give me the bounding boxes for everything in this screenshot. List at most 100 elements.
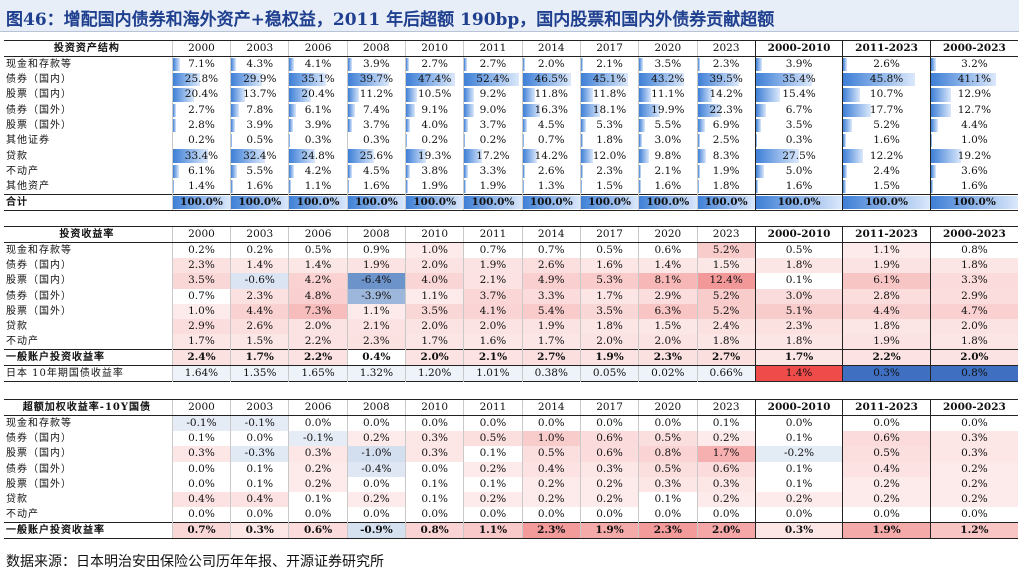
data-bar — [173, 180, 175, 194]
table-cell: 4.2% — [288, 273, 348, 289]
table-cell: 0.6% — [579, 446, 639, 462]
table-cell: 0.0% — [754, 507, 843, 523]
table-cell: 9.8% — [638, 148, 697, 164]
cell-value: 6.1% — [188, 164, 215, 177]
column-header: 2003 — [230, 40, 289, 57]
cell-value: 1.6% — [246, 180, 274, 193]
data-bar — [231, 58, 236, 71]
table-cell: 2.4% — [171, 349, 231, 367]
table-cell: 0.3% — [638, 476, 697, 493]
data-bar — [698, 73, 739, 87]
data-bar — [756, 180, 759, 194]
cell-value: 3.7% — [479, 119, 507, 132]
cell-value: 33.4% — [184, 149, 219, 162]
data-bar — [931, 118, 938, 133]
table-cell: 0.3% — [929, 431, 1018, 447]
cell-value: 100.0% — [952, 196, 996, 209]
table-row: 股票（国内） 20.4% 13.7% 20.4% 11.2% 10.5% 9.2% 11.8%… — [4, 87, 1018, 103]
cell-value: 10.5% — [417, 88, 452, 101]
data-bar — [843, 58, 848, 71]
table-cell: 2.7% — [171, 102, 231, 118]
cell-value: 4.5% — [363, 164, 390, 177]
data-bar — [639, 196, 697, 210]
table-cell: 0.5% — [230, 133, 289, 149]
data-bar — [289, 180, 291, 194]
table-cell: 6.7% — [754, 102, 843, 118]
table-cell: 0.2% — [463, 492, 523, 508]
data-bar — [843, 103, 872, 117]
data-bar — [931, 180, 934, 194]
table-cell: 4.4% — [929, 117, 1018, 134]
data-bar — [173, 149, 208, 163]
cell-value: 19.2% — [957, 149, 992, 162]
cell-value: 5.0% — [785, 164, 813, 177]
table-cell: 20.4% — [288, 87, 348, 103]
table-cell: 2.7% — [463, 56, 523, 72]
row-label: 股票（国外） — [6, 306, 72, 318]
cell-value: 2.5% — [712, 134, 740, 147]
cell-value: 9.0% — [479, 103, 507, 116]
table-cell: 16.3% — [521, 102, 581, 118]
cell-value: 20.4% — [184, 88, 219, 101]
table-cell: 12.4% — [696, 273, 756, 289]
table-row: 债券（国内） 0.1% 0.0% -0.1% 0.2% 0.3% 0.5% 1.0% 0.6% 0… — [4, 431, 1018, 447]
table-row: 股票（国内） 0.3% -0.3% 0.3% -1.0% 0.3% 0.1% 0.5% 0.6%… — [4, 446, 1018, 462]
table-cell: 0.0% — [346, 507, 406, 523]
table-cell: 0.5% — [638, 461, 697, 477]
cell-value: 100.0% — [180, 196, 223, 209]
table-cell: 0.2% — [929, 492, 1018, 508]
data-bar — [289, 118, 294, 133]
data-bar — [523, 180, 524, 194]
cell-value: 1.9% — [712, 164, 740, 177]
table-cell: 1.5% — [230, 334, 289, 350]
table-cell: 2.9% — [929, 288, 1018, 304]
table-row: 一般账户投资收益率 2.4% 1.7% 2.2% 0.4% 2.0% 2.1% 2.7% 1.9… — [4, 349, 1018, 367]
table-cell: 4.4% — [230, 303, 289, 320]
cell-value: 41.1% — [957, 73, 992, 86]
table-row: 日本 10年期国债收益率 1.64% 1.35% 1.65% 1.32% 1.20% 1.0… — [4, 365, 1018, 382]
data-bar — [523, 88, 535, 102]
column-header: 2000 — [171, 40, 231, 57]
data-bar — [464, 103, 474, 117]
table-cell: 17.2% — [463, 148, 523, 164]
table-header-label: 超额加权收益率-10Y国债 — [4, 399, 173, 416]
table-cell: 0.3% — [288, 446, 348, 462]
column-header: 2011-2023 — [842, 40, 931, 57]
data-bar — [698, 134, 701, 148]
cell-value: 2.0% — [537, 58, 565, 70]
data-bar — [581, 103, 600, 117]
row-label: 日本 10年期国债收益率 — [6, 368, 124, 380]
column-header: 2000-2010 — [754, 399, 843, 416]
cell-value: 2.4% — [873, 164, 900, 177]
table-cell: 2.0% — [288, 319, 348, 335]
table-row: 债券（国外） 0.7% 2.3% 4.8% -3.9% 1.1% 3.7% 3.3% 1.7% 2… — [4, 288, 1018, 304]
table-cell: 0.3% — [754, 522, 843, 540]
table-cell: 1.8% — [579, 319, 639, 335]
cell-value: 0.7% — [537, 134, 565, 147]
table-cell: 0.0% — [230, 431, 289, 447]
figure-title: 图46：增配国内债券和海外资产+稳权益，2011 年后超额 190bp，国内股票… — [6, 10, 775, 30]
table-cell: 1.8% — [929, 334, 1018, 350]
cell-value: 0.5% — [246, 134, 274, 147]
table-cell: 2.7% — [696, 349, 756, 367]
table-cell: 0.0% — [463, 507, 523, 523]
table-cell: 2.0% — [929, 319, 1018, 335]
table-cell: 0.0% — [638, 507, 697, 523]
table-cell: 0.0% — [929, 507, 1018, 523]
table-cell: 3.3% — [929, 273, 1018, 289]
table-cell: 0.6% — [288, 522, 348, 540]
data-bar — [698, 196, 755, 210]
table-row: 现金和存款等 7.1% 4.3% 4.1% 3.9% 2.7% 2.7% 2.0% 2.1% 3.… — [4, 56, 1018, 72]
table-cell: 7.1% — [171, 56, 231, 72]
table-row: 不动产 1.7% 1.5% 2.2% 2.3% 1.7% 1.6% 1.7% 2.0% 2.0% 1… — [4, 334, 1018, 350]
column-header: 2020 — [638, 399, 697, 416]
data-bar — [173, 103, 176, 117]
column-header: 2017 — [579, 40, 639, 57]
table-cell: 1.7% — [754, 349, 843, 367]
cell-value: 3.8% — [421, 164, 448, 177]
table-cell: 0.5% — [842, 446, 931, 462]
table-cell: -0.1% — [288, 431, 348, 447]
cell-value: 12.0% — [592, 149, 627, 162]
cell-value: 11.1% — [651, 88, 685, 101]
table-cell: 0.0% — [696, 507, 756, 523]
